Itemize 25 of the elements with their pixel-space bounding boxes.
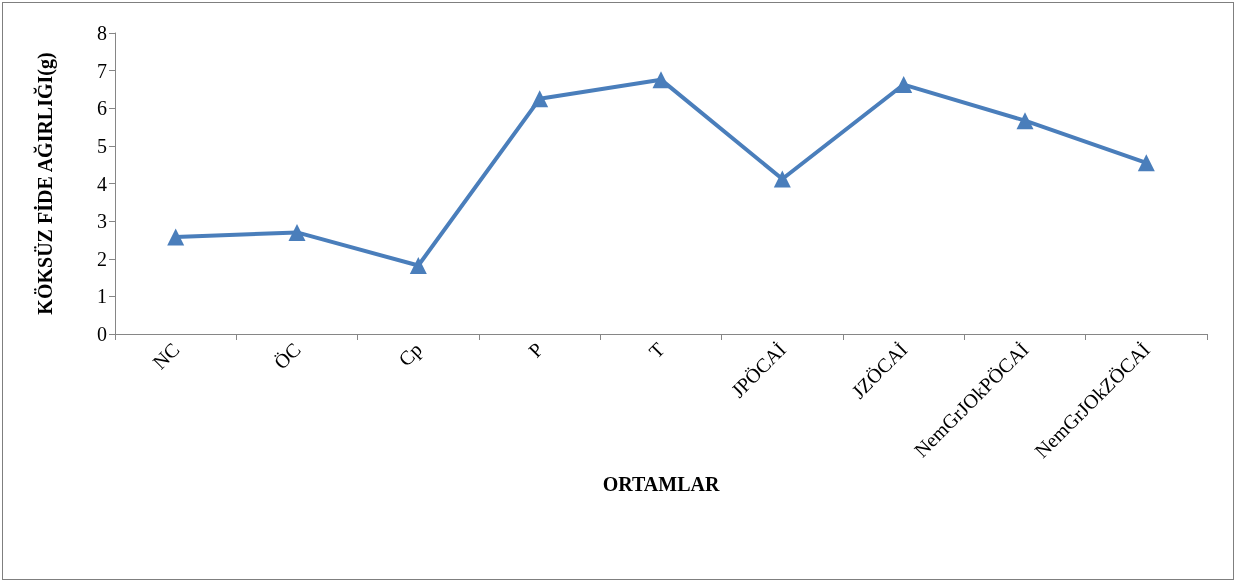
y-tick-label: 0 xyxy=(97,323,107,345)
point xyxy=(652,71,670,89)
y-tick-label: 8 xyxy=(97,22,107,44)
point xyxy=(409,257,427,275)
x-tick-label: T xyxy=(644,338,669,363)
x-axis-title: ORTAMLAR xyxy=(602,473,720,495)
y-axis-title: KÖKSÜZ FİDE AĞIRLIĞI(g) xyxy=(33,52,57,315)
y-tick-label: 4 xyxy=(97,172,107,195)
x-tick-label: ÖC xyxy=(269,338,305,374)
point xyxy=(895,76,913,94)
point xyxy=(288,223,306,241)
x-tick-label: NC xyxy=(148,338,184,374)
y-tick-label: 5 xyxy=(97,134,107,157)
point xyxy=(167,228,185,246)
point xyxy=(1016,112,1034,130)
x-tick-label: P xyxy=(524,338,548,362)
point xyxy=(1137,154,1155,172)
y-tick-label: 2 xyxy=(97,247,107,270)
point xyxy=(531,90,549,108)
y-tick-label: 1 xyxy=(97,285,107,308)
y-tick-label: 7 xyxy=(97,59,107,82)
y-tick-label: 3 xyxy=(97,210,107,233)
point xyxy=(773,170,791,188)
y-tick-label: 6 xyxy=(97,97,107,120)
x-tick-label: Cp xyxy=(394,338,427,371)
